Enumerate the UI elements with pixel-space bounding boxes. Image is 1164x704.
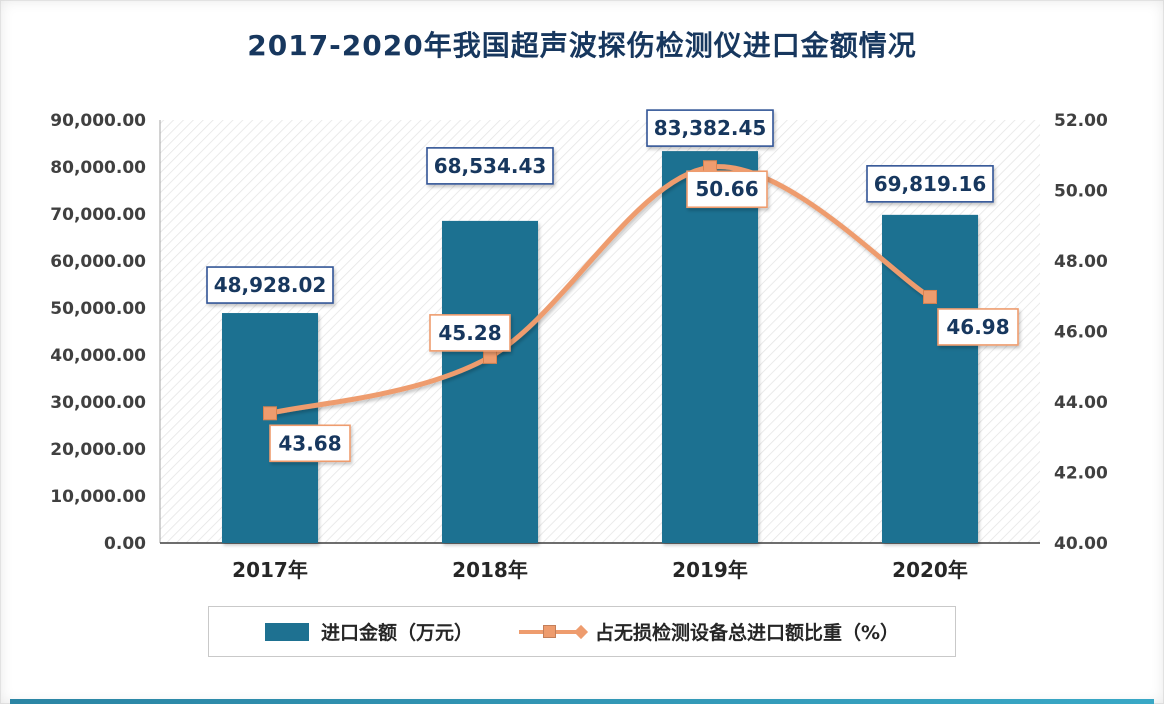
svg-text:68,534.43: 68,534.43 <box>434 154 547 178</box>
left-axis-tick-label: 20,000.00 <box>50 440 146 460</box>
x-axis-category-label: 2020年 <box>892 558 968 582</box>
x-axis-category-label: 2019年 <box>672 558 748 582</box>
right-axis-tick-label: 46.00 <box>1054 323 1108 343</box>
legend-label-share-ratio: 占无损检测设备总进口额比重（%） <box>594 622 900 644</box>
svg-text:69,819.16: 69,819.16 <box>874 172 987 196</box>
right-axis-tick-label: 48.00 <box>1054 252 1108 272</box>
right-axis-tick-label: 52.00 <box>1054 111 1108 131</box>
left-axis-tick-label: 90,000.00 <box>50 111 146 131</box>
legend-label-import-amount: 进口金额（万元） <box>320 622 473 644</box>
line-data-label-2019年: 50.66 <box>686 170 768 209</box>
right-axis-tick-label: 40.00 <box>1054 534 1108 554</box>
bottom-accent-bar <box>10 699 1154 704</box>
right-axis-tick-label: 44.00 <box>1054 393 1108 413</box>
right-axis-tick-label: 50.00 <box>1054 182 1108 202</box>
bar-2020年 <box>882 214 978 543</box>
x-axis-category-label: 2017年 <box>232 558 308 582</box>
left-axis-tick-label: 30,000.00 <box>50 393 146 413</box>
line-swatch-square-marker <box>542 624 556 638</box>
legend: 进口金额（万元） 占无损检测设备总进口额比重（%） <box>207 606 957 657</box>
svg-text:45.28: 45.28 <box>438 321 501 345</box>
bar-data-label-2018年: 68,534.43 <box>426 147 554 185</box>
bar-series-swatch-icon <box>264 622 309 641</box>
legend-row: 进口金额（万元） 占无损检测设备总进口额比重（%） <box>0 606 1164 657</box>
line-data-label-2018年: 45.28 <box>429 314 511 352</box>
combo-chart-svg: 0.00 10,000.00 20,000.00 30,000.00 40,000.00… <box>50 109 1108 582</box>
legend-item-import-amount: 进口金额（万元） <box>264 618 473 645</box>
right-axis-tick-label: 42.00 <box>1054 464 1108 484</box>
line-data-label-2017年: 43.68 <box>269 424 351 463</box>
line-data-label-2020年: 46.98 <box>937 308 1019 346</box>
left-axis-tick-label: 40,000.00 <box>50 346 146 366</box>
left-axis-tick-label: 10,000.00 <box>50 487 146 507</box>
legend-item-share-ratio: 占无损检测设备总进口额比重（%） <box>518 618 900 645</box>
svg-text:48,928.02: 48,928.02 <box>214 273 327 297</box>
svg-text:50.66: 50.66 <box>695 177 758 201</box>
bar-2019年 <box>662 151 758 543</box>
plot-region: 0.00 10,000.00 20,000.00 30,000.00 40,000.00… <box>0 95 1164 595</box>
left-axis-tick-label: 0.00 <box>104 534 146 554</box>
svg-text:83,382.45: 83,382.45 <box>654 116 767 140</box>
line-marker-2020年 <box>923 289 937 304</box>
chart-title: 2017-2020年我国超声波探伤检测仪进口金额情况 <box>247 29 917 62</box>
svg-text:43.68: 43.68 <box>278 431 341 455</box>
left-axis-tick-label: 50,000.00 <box>50 299 146 319</box>
line-swatch-diamond-marker <box>573 624 589 639</box>
svg-text:46.98: 46.98 <box>946 315 1009 339</box>
bar-2018年 <box>442 220 538 543</box>
left-axis-tick-label: 60,000.00 <box>50 252 146 272</box>
bar-data-label-2017年: 48,928.02 <box>206 266 334 304</box>
left-axis-tick-label: 80,000.00 <box>50 158 146 178</box>
bar-data-label-2019年: 83,382.45 <box>646 109 774 147</box>
line-series-swatch-icon <box>518 623 589 641</box>
left-axis-tick-label: 70,000.00 <box>50 205 146 225</box>
line-marker-2018年 <box>483 349 497 364</box>
line-marker-2017年 <box>263 406 277 421</box>
x-axis-category-label: 2018年 <box>452 558 528 582</box>
bar-data-label-2020年: 69,819.16 <box>866 165 994 203</box>
line-series-path <box>267 164 933 416</box>
